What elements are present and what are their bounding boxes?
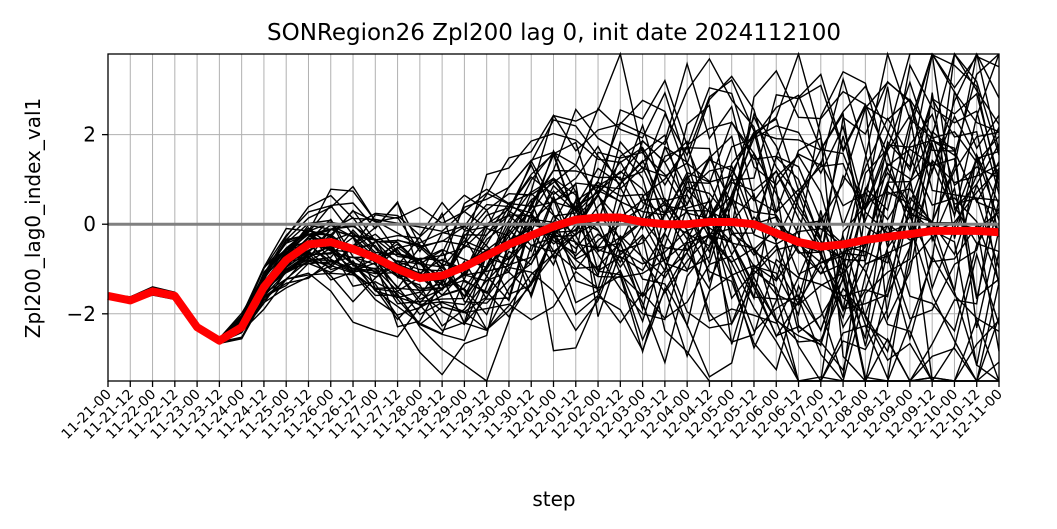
y-tick-label: 0 <box>83 212 96 236</box>
y-axis-label: Zpl200_lag0_index_val1 <box>21 98 45 338</box>
ensemble-member-line <box>107 75 1000 347</box>
ensemble-member-line <box>107 52 1000 341</box>
ensemble-mean <box>107 213 1000 345</box>
ensemble-mean-line <box>107 213 1000 345</box>
x-axis-label: step <box>532 487 575 511</box>
y-axis-ticks: −2 0 2 <box>67 123 108 326</box>
y-tick-label: 2 <box>83 123 96 147</box>
chart-title: SONRegion26 Zpl200 lag 0, init date 2024… <box>267 20 841 46</box>
ensemble-member-line <box>107 80 1000 339</box>
y-tick-label: −2 <box>67 302 96 326</box>
x-axis-ticks: 11-21-0011-21-1211-22-0011-22-1211-23-00… <box>59 381 1006 443</box>
